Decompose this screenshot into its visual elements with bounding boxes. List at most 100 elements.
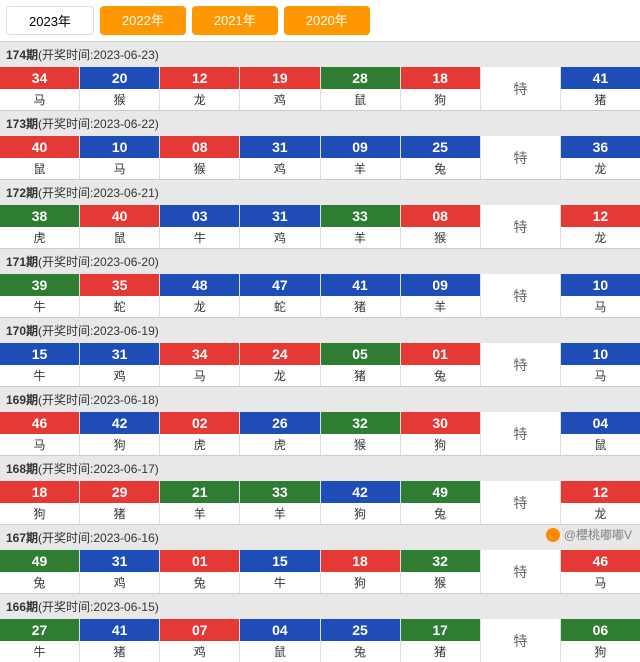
ball-number: 41 <box>80 619 159 641</box>
special-number: 10 <box>561 343 640 365</box>
ball-number: 24 <box>240 343 319 365</box>
ball-zodiac: 狗 <box>354 572 366 593</box>
ball-cell: 20猴 <box>80 67 160 110</box>
special-number: 10 <box>561 274 640 296</box>
ball-cell: 19鸡 <box>240 67 320 110</box>
ball-number: 03 <box>160 205 239 227</box>
ball-cell: 18狗 <box>401 67 481 110</box>
special-label: 特 <box>481 343 561 386</box>
ball-cell: 24龙 <box>240 343 320 386</box>
ball-cell: 31鸡 <box>240 205 320 248</box>
ball-number: 49 <box>0 550 79 572</box>
ball-cell: 48龙 <box>160 274 240 317</box>
special-cell: 46马 <box>561 550 640 593</box>
ball-cell: 41猪 <box>321 274 401 317</box>
ball-zodiac: 虎 <box>34 227 46 248</box>
ball-number: 09 <box>321 136 400 158</box>
ball-number: 31 <box>240 205 319 227</box>
year-tabs: 2023年2022年2021年2020年 <box>0 0 640 41</box>
ball-zodiac: 狗 <box>434 89 446 110</box>
ball-cell: 30狗 <box>401 412 481 455</box>
special-cell: 06狗 <box>561 619 640 662</box>
ball-number: 20 <box>80 67 159 89</box>
ball-zodiac: 鸡 <box>114 572 126 593</box>
special-zodiac: 龙 <box>594 503 606 524</box>
ball-cell: 15牛 <box>240 550 320 593</box>
ball-row: 18狗29猪21羊33羊42狗49兔特12龙 <box>0 481 640 524</box>
year-tab-0[interactable]: 2023年 <box>6 6 94 35</box>
ball-number: 01 <box>160 550 239 572</box>
ball-cell: 08猴 <box>160 136 240 179</box>
special-number: 36 <box>561 136 640 158</box>
period: 166期(开奖时间:2023-06-15)27牛41猪07鸡04鼠25兔17猪特… <box>0 593 640 662</box>
ball-number: 08 <box>401 205 480 227</box>
ball-number: 39 <box>0 274 79 296</box>
ball-cell: 38虎 <box>0 205 80 248</box>
ball-number: 48 <box>160 274 239 296</box>
ball-number: 32 <box>401 550 480 572</box>
special-zodiac: 狗 <box>594 641 606 662</box>
ball-cell: 42狗 <box>80 412 160 455</box>
special-zodiac: 龙 <box>594 227 606 248</box>
ball-row: 40鼠10马08猴31鸡09羊25兔特36龙 <box>0 136 640 179</box>
ball-zodiac: 狗 <box>434 434 446 455</box>
ball-cell: 10马 <box>80 136 160 179</box>
ball-zodiac: 鼠 <box>114 227 126 248</box>
ball-number: 17 <box>401 619 480 641</box>
ball-number: 26 <box>240 412 319 434</box>
ball-zodiac: 牛 <box>34 365 46 386</box>
ball-zodiac: 兔 <box>434 158 446 179</box>
ball-zodiac: 马 <box>194 365 206 386</box>
ball-number: 07 <box>160 619 239 641</box>
ball-zodiac: 猪 <box>434 641 446 662</box>
ball-number: 47 <box>240 274 319 296</box>
special-zodiac: 马 <box>594 296 606 317</box>
ball-zodiac: 猴 <box>194 158 206 179</box>
ball-number: 09 <box>401 274 480 296</box>
ball-cell: 26虎 <box>240 412 320 455</box>
ball-number: 25 <box>321 619 400 641</box>
period-header: 170期(开奖时间:2023-06-19) <box>0 318 640 343</box>
results-list: 174期(开奖时间:2023-06-23)34马20猴12龙19鸡28鼠18狗特… <box>0 41 640 662</box>
ball-number: 12 <box>160 67 239 89</box>
ball-number: 31 <box>80 550 159 572</box>
year-tab-2[interactable]: 2021年 <box>192 6 278 35</box>
ball-number: 40 <box>80 205 159 227</box>
period: 173期(开奖时间:2023-06-22)40鼠10马08猴31鸡09羊25兔特… <box>0 110 640 179</box>
special-label: 特 <box>481 67 561 110</box>
ball-number: 27 <box>0 619 79 641</box>
special-zodiac: 马 <box>594 365 606 386</box>
special-cell: 41猪 <box>561 67 640 110</box>
special-number: 12 <box>561 205 640 227</box>
ball-number: 15 <box>240 550 319 572</box>
period: 171期(开奖时间:2023-06-20)39牛35蛇48龙47蛇41猪09羊特… <box>0 248 640 317</box>
ball-zodiac: 牛 <box>34 641 46 662</box>
ball-cell: 09羊 <box>321 136 401 179</box>
ball-cell: 31鸡 <box>80 343 160 386</box>
year-tab-3[interactable]: 2020年 <box>284 6 370 35</box>
ball-zodiac: 龙 <box>194 89 206 110</box>
ball-zodiac: 猪 <box>114 503 126 524</box>
ball-cell: 27牛 <box>0 619 80 662</box>
ball-zodiac: 狗 <box>114 434 126 455</box>
year-tab-1[interactable]: 2022年 <box>100 6 186 35</box>
ball-cell: 31鸡 <box>80 550 160 593</box>
ball-number: 30 <box>401 412 480 434</box>
ball-number: 34 <box>0 67 79 89</box>
ball-zodiac: 牛 <box>274 572 286 593</box>
ball-zodiac: 兔 <box>434 365 446 386</box>
ball-cell: 05猪 <box>321 343 401 386</box>
ball-cell: 15牛 <box>0 343 80 386</box>
special-zodiac: 马 <box>594 572 606 593</box>
special-label: 特 <box>481 205 561 248</box>
special-number: 12 <box>561 481 640 503</box>
period: 169期(开奖时间:2023-06-18)46马42狗02虎26虎32猴30狗特… <box>0 386 640 455</box>
ball-zodiac: 虎 <box>194 434 206 455</box>
ball-cell: 25兔 <box>401 136 481 179</box>
period: 172期(开奖时间:2023-06-21)38虎40鼠03牛31鸡33羊08猴特… <box>0 179 640 248</box>
special-number: 06 <box>561 619 640 641</box>
ball-row: 39牛35蛇48龙47蛇41猪09羊特10马 <box>0 274 640 317</box>
ball-cell: 01兔 <box>401 343 481 386</box>
ball-zodiac: 蛇 <box>114 296 126 317</box>
ball-zodiac: 羊 <box>354 227 366 248</box>
